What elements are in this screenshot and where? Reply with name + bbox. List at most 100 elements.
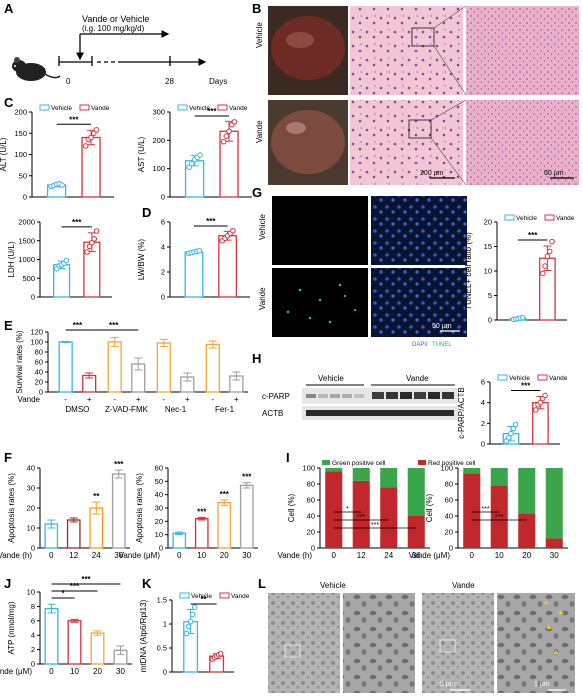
stack-red [518, 513, 536, 548]
y-tick-label: 15 [484, 242, 492, 251]
sig-label: * [61, 589, 65, 598]
y-tick-label: 10 [27, 588, 35, 597]
y-axis-label: LW/BW (%) [137, 239, 146, 281]
em-vehicle-high [343, 593, 415, 693]
bar [194, 518, 209, 549]
y-tick-label: 60 [307, 496, 315, 505]
stack-green [463, 468, 481, 474]
y-tick-label: 60 [445, 496, 453, 505]
sig-label: *** [109, 321, 119, 330]
legend-swatch [537, 374, 548, 381]
legend-label: Vehicle [509, 375, 530, 382]
y-tick-label: 2000 [18, 218, 35, 227]
x-axis-label: Vande (μM) [119, 551, 161, 560]
panel-letter-h: H [252, 351, 261, 366]
vande-row-label: Vande [17, 395, 40, 404]
y-axis-label: Apoptosis rates (%) [7, 473, 16, 543]
data-point [537, 399, 544, 406]
y-tick-label: 1000 [18, 255, 35, 264]
y-tick-label: 120 [30, 328, 43, 337]
x-tick-label: 10 [495, 551, 504, 560]
legend-label: Vande [556, 215, 575, 222]
y-tick-label: 1500 [18, 236, 35, 245]
data-point [189, 611, 196, 618]
g-row-vande: Vande [258, 287, 267, 310]
x-axis-label: Vande (μM) [409, 551, 451, 560]
stack-red [380, 487, 398, 548]
group-label: Nec-1 [165, 405, 187, 414]
chart-c-alt: 0 50 100 150 200 ALT (U/L) *** Vehicle Vande [0, 104, 114, 202]
x-tick-label: 12 [357, 551, 366, 560]
y-tick-label: 0 [163, 668, 167, 677]
y-tick-label: 60 [35, 358, 43, 367]
y-tick-label: 0 [161, 293, 165, 302]
stain-tunel: TUNEL [432, 342, 452, 348]
sig-label: *** [114, 460, 124, 469]
data-point [542, 263, 548, 269]
panel-b-images: Vehicle Vande 200 μm 50 μm [255, 5, 579, 186]
data-point [519, 314, 526, 321]
sig-label: *** [242, 473, 252, 482]
legend-swatch [219, 592, 230, 599]
b-row-vehicle: Vehicle [255, 22, 264, 48]
y-tick-label: 30 [27, 484, 35, 493]
data-point [59, 182, 65, 188]
y-tick-label: 0 [39, 388, 43, 397]
y-axis-label: Cell (%) [287, 493, 296, 522]
merge-vehicle [371, 196, 467, 265]
y-tick-label: 4 [481, 398, 485, 407]
group-label: DMSO [65, 405, 89, 414]
legend-swatch [217, 104, 228, 111]
sign-label: - [64, 395, 67, 404]
y-axis-label: LDH (U/L) [7, 241, 16, 277]
y-tick-label: 100 [302, 464, 315, 473]
panel-letter-i: I [286, 450, 290, 465]
liver-photo-vehicle [268, 6, 348, 95]
x-tick-label: 30 [550, 551, 559, 560]
sig-label: *** [220, 490, 230, 499]
y-tick-label: 100 [14, 150, 27, 159]
sign-label: + [87, 395, 92, 404]
data-point [544, 253, 551, 260]
y-tick-label: 0 [449, 544, 453, 553]
data-point [505, 435, 512, 441]
y-tick-label: 10 [155, 530, 163, 539]
sign-label: + [185, 395, 190, 404]
x-tick-label: 10 [70, 667, 79, 676]
sig-label: *** [371, 522, 379, 529]
data-point [197, 152, 203, 158]
data-point [512, 421, 519, 428]
sig-label: *** [69, 115, 79, 124]
y-tick-label: 200 [14, 108, 27, 117]
y-tick-label: 40 [35, 368, 43, 377]
data-point [532, 407, 539, 413]
y-axis-label: mtDNA (Atp6/Rpl13) [139, 599, 148, 672]
dose-label: (i.g. 100 mg/kg/d) [82, 24, 145, 33]
bar [58, 341, 73, 393]
y-tick-label: 30 [155, 504, 163, 513]
legend-label: Vande [549, 375, 568, 382]
chart-g-tunel: 0 5 10 15 20 TUNEL+ cell ratio (%) *** Vehicle V… [464, 214, 575, 325]
data-point [226, 128, 232, 135]
stack-green [545, 468, 563, 539]
y-tick-label: 0 [159, 544, 163, 553]
data-point [183, 630, 190, 637]
data-point [539, 270, 546, 277]
data-point [546, 248, 553, 255]
days-unit: Days [209, 77, 227, 86]
band-cparp: c-PARP [262, 392, 290, 401]
y-tick-label: 0 [23, 193, 27, 202]
bar [172, 532, 187, 549]
sig-label: ** [93, 492, 100, 501]
liver-photo-vande [268, 100, 348, 185]
y-tick-label: 0 [31, 293, 35, 302]
bar [44, 607, 59, 665]
chart-d-lwbw: 0 2 4 6 LW/BW (%) *** [137, 217, 250, 302]
bar-vande [218, 235, 238, 298]
y-tick-label: 4 [31, 631, 35, 640]
x-tick-label: 0 [49, 551, 54, 560]
sig-label: *** [81, 575, 91, 584]
bar [107, 341, 122, 393]
y-tick-label: 0 [31, 660, 35, 669]
data-point [217, 650, 224, 657]
